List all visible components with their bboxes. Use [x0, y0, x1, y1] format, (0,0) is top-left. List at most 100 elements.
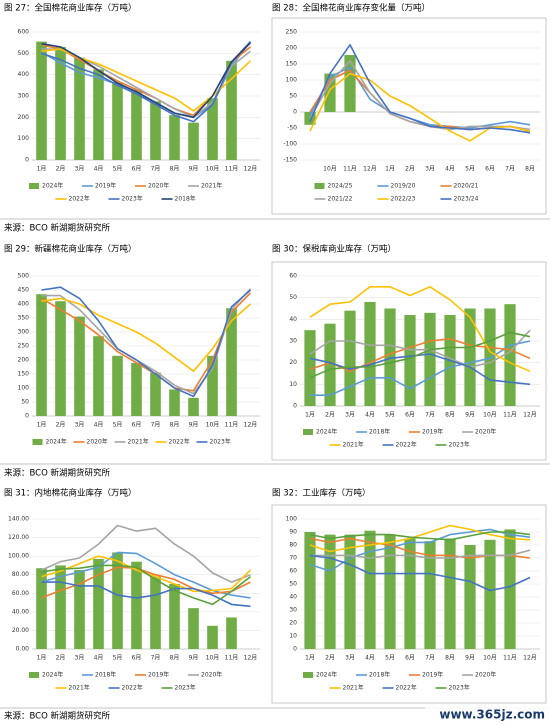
bar [484, 539, 496, 649]
x-tick-label: 10月 [323, 166, 337, 173]
line-series [41, 286, 252, 398]
y-tick-label: 150 [18, 371, 30, 378]
y-tick-label: 40 [289, 594, 297, 601]
x-tick-label: 12月 [244, 166, 258, 173]
legend-label: 2018年 [369, 671, 390, 679]
x-tick-label: 11月 [343, 166, 357, 173]
watermark: www.365jz.com [439, 708, 545, 722]
line-series [309, 329, 531, 368]
y-tick-label: 200 [286, 45, 298, 52]
x-tick-label: 3月 [425, 166, 435, 173]
bar [74, 57, 85, 160]
legend-label: 2018年 [95, 671, 116, 679]
line-series [309, 286, 531, 373]
y-tick-label: 300 [18, 329, 30, 336]
x-tick-label: 6月 [405, 412, 415, 419]
x-tick-label: 7月 [425, 655, 435, 662]
line-series [309, 338, 531, 373]
y-tick-label: 20.00 [12, 627, 29, 634]
y-tick-label: 30 [289, 338, 297, 345]
y-tick-label: 40.00 [12, 608, 29, 615]
legend-label: 2023年 [449, 441, 470, 449]
x-tick-label: 11月 [225, 655, 239, 662]
legend-label: 2023年 [122, 195, 143, 203]
y-tick-label: 50 [289, 294, 297, 301]
line-series [41, 48, 252, 112]
y-tick-label: 10 [289, 633, 297, 640]
legend-swatch [303, 672, 313, 678]
chart-title: 图 31：内地棉花商业库存（万吨） [4, 488, 137, 499]
bar [150, 576, 161, 649]
bar [150, 101, 161, 160]
x-tick-label: 12月 [244, 422, 258, 429]
x-tick-label: 9月 [465, 412, 475, 419]
bar [169, 389, 180, 416]
legend-label: 2023年 [210, 438, 231, 446]
bar [207, 355, 218, 416]
y-tick-label: 80 [289, 542, 297, 549]
bar [55, 565, 66, 649]
bar [504, 304, 516, 406]
legend-label: 2020年 [201, 671, 222, 679]
legend-swatch [29, 183, 39, 189]
legend-label: 2022年 [169, 438, 190, 446]
legend-label: 2023年 [449, 684, 470, 692]
x-tick-label: 12月 [523, 655, 537, 662]
bar [55, 301, 66, 416]
x-tick-label: 1月 [37, 166, 47, 173]
line-series [309, 66, 531, 129]
bar [150, 372, 161, 416]
y-tick-label: 0 [25, 413, 29, 420]
bar [188, 608, 199, 649]
bar [74, 570, 85, 649]
bar [484, 308, 496, 406]
y-tick-label: 90 [289, 529, 297, 536]
bar [169, 584, 180, 649]
y-tick-label: 120.00 [8, 534, 29, 541]
y-tick-label: 80.00 [12, 571, 29, 578]
x-tick-label: 9月 [189, 655, 199, 662]
bar [36, 294, 47, 416]
legend-label: 2020/21 [454, 183, 479, 190]
x-tick-label: 5月 [113, 166, 123, 173]
x-tick-label: 4月 [365, 655, 375, 662]
chart-title: 图 32：工业库存（万吨） [272, 488, 371, 499]
y-tick-label: 0 [293, 403, 297, 410]
x-tick-label: 3月 [75, 655, 85, 662]
y-tick-label: -50 [287, 125, 297, 132]
legend-swatch [314, 183, 325, 189]
y-tick-label: 10 [289, 381, 297, 388]
bar [424, 541, 436, 649]
bar [55, 46, 66, 160]
legend-label: 2019年 [95, 182, 116, 190]
y-tick-label: 30 [289, 607, 297, 614]
bar [304, 532, 316, 649]
x-tick-label: 5月 [113, 655, 123, 662]
x-tick-label: 10月 [483, 412, 497, 419]
x-tick-label: 4月 [94, 422, 104, 429]
x-tick-label: 1月 [37, 422, 47, 429]
line-series [41, 551, 251, 599]
y-tick-label: 0.00 [16, 646, 30, 653]
x-tick-label: 6月 [485, 166, 495, 173]
y-tick-label: 70 [289, 555, 297, 562]
x-tick-label: 2月 [405, 166, 415, 173]
x-tick-label: 6月 [132, 422, 142, 429]
y-tick-label: -150 [283, 157, 297, 164]
x-tick-label: 10月 [206, 166, 220, 173]
bar [112, 82, 123, 160]
bar [364, 302, 376, 406]
bar [207, 625, 218, 649]
bar [424, 312, 436, 406]
bar [226, 617, 237, 649]
x-tick-label: 4月 [94, 166, 104, 173]
chart-title: 图 30：保税库商业库存（万吨） [272, 244, 396, 255]
y-tick-label: 100.00 [8, 553, 29, 560]
y-tick-label: 140.00 [8, 516, 29, 523]
legend-label: 2023/24 [454, 196, 479, 203]
y-tick-label: 400 [18, 301, 30, 308]
legend-label: 2022/23 [391, 196, 416, 203]
legend-label: 2024年 [42, 671, 63, 679]
y-tick-label: 20 [289, 359, 297, 366]
x-tick-label: 3月 [345, 655, 355, 662]
